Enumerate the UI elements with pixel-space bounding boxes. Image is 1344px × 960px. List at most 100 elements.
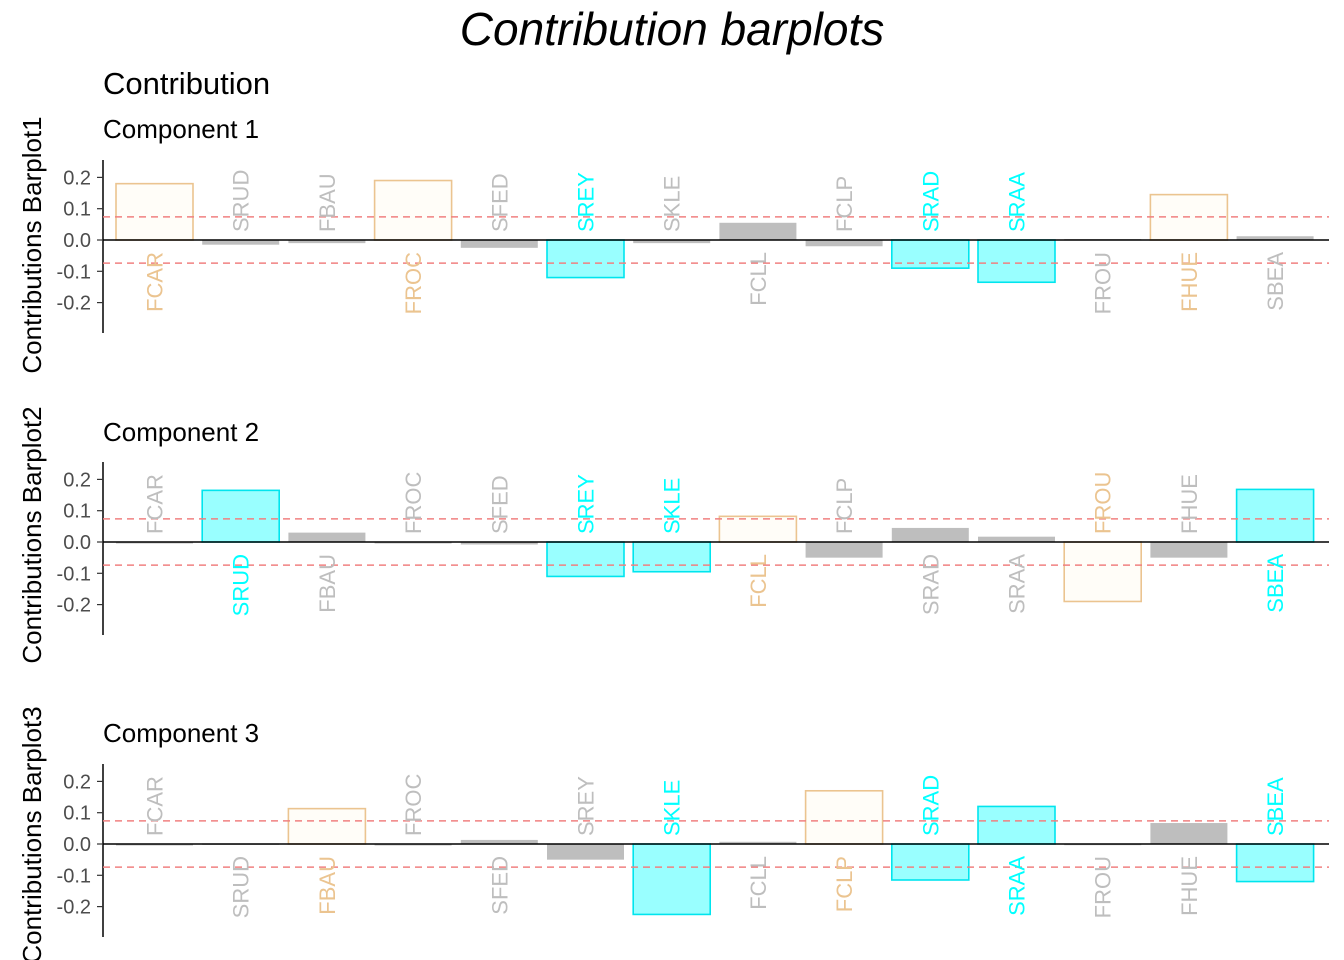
y-tick-label: -0.1	[57, 261, 91, 283]
bar-srey	[546, 541, 625, 578]
bar-skle	[632, 843, 712, 916]
category-label: FCLP	[832, 176, 857, 232]
y-tick-label: -0.2	[57, 897, 91, 919]
category-label: SRUD	[229, 554, 254, 616]
category-label: FHUE	[1177, 252, 1202, 312]
category-label: FCAR	[143, 474, 168, 534]
category-label: FCAR	[143, 776, 168, 836]
bar-fhue	[1150, 823, 1228, 844]
bar-fbau	[288, 240, 366, 244]
bar-fcar	[115, 182, 194, 241]
category-label: SKLE	[660, 780, 685, 836]
y-tick-label: 0.2	[63, 167, 91, 189]
category-label: FHUE	[1177, 856, 1202, 916]
bar-sfed	[460, 542, 538, 545]
bar-sfed	[460, 240, 538, 248]
bar-fbau	[287, 807, 367, 845]
chart-title: Contribution barplots	[459, 3, 885, 55]
category-label: SRAA	[1005, 554, 1030, 614]
y-tick-label: 0.1	[63, 199, 91, 221]
category-label: SFED	[487, 173, 512, 232]
category-label: FCLP	[832, 478, 857, 534]
category-label: FCLP	[832, 856, 857, 912]
category-label: SREY	[574, 474, 599, 534]
panel-component-2: Component 2 Contributions Barplot2 0.2 0.1 0…	[17, 406, 1329, 664]
bar-srad	[891, 527, 969, 542]
y-tick-label: 0.2	[63, 469, 91, 491]
category-label: SRAD	[918, 775, 943, 836]
category-label: SRAA	[1005, 172, 1030, 232]
category-label: FCLL	[746, 554, 771, 608]
chart-subtitle: Contribution	[103, 66, 271, 101]
bar-fcll	[718, 515, 798, 543]
category-label: FROC	[401, 774, 426, 836]
bar-sraa	[977, 805, 1056, 845]
y-tick-label: 0.1	[63, 803, 91, 825]
y-tick-label: -0.2	[57, 293, 91, 315]
bar-fcll	[719, 841, 797, 844]
category-label: FROC	[401, 252, 426, 314]
bar-fclp	[805, 542, 883, 558]
category-label: FCLL	[746, 252, 771, 306]
bar-froc	[373, 179, 453, 241]
y-axis-label: Contributions Barplot3	[17, 706, 47, 960]
category-label: FCLL	[746, 856, 771, 910]
panel-title: Component 2	[103, 417, 259, 447]
y-tick-label: 0.0	[63, 532, 91, 554]
category-label: SRUD	[229, 170, 254, 232]
panel-component-1: Component 1 Contributions Barplot1 0.2 0.1 0…	[17, 114, 1329, 374]
category-label: SRAA	[1005, 856, 1030, 916]
bar-fcll	[719, 222, 797, 240]
bar-srud	[202, 240, 280, 245]
bar-fclp	[804, 789, 884, 845]
category-label: SRUD	[229, 856, 254, 918]
bar-sbea	[1235, 843, 1315, 883]
category-label: FCAR	[143, 252, 168, 312]
bar-skle	[632, 541, 712, 573]
panel-component-3: Component 3 Contributions Barplot3 0.2 0.1 0…	[17, 706, 1329, 960]
category-label: FROU	[1091, 252, 1116, 314]
category-label: SKLE	[660, 478, 685, 534]
bar-srey	[546, 239, 625, 279]
bar-skle	[633, 240, 711, 244]
category-label: SRAD	[918, 554, 943, 615]
category-label: FROU	[1091, 856, 1116, 918]
category-label: SREY	[574, 776, 599, 836]
category-label: SREY	[574, 172, 599, 232]
category-label: FHUE	[1177, 474, 1202, 534]
y-tick-label: -0.1	[57, 563, 91, 585]
category-label: SBEA	[1263, 252, 1288, 311]
bar-sraa	[977, 239, 1056, 284]
panel-title: Component 1	[103, 114, 259, 144]
category-label: SBEA	[1263, 554, 1288, 613]
y-tick-label: -0.2	[57, 595, 91, 617]
y-tick-label: 0.2	[63, 771, 91, 793]
category-label: FBAU	[315, 554, 340, 613]
bar-srey	[547, 844, 624, 860]
y-tick-label: 0.0	[63, 834, 91, 856]
category-label: SBEA	[1263, 777, 1288, 836]
bar-srud	[201, 489, 280, 543]
category-label: FROU	[1091, 472, 1116, 534]
bar-sraa	[978, 536, 1055, 542]
bar-fclp	[805, 240, 883, 247]
category-label: FROC	[401, 472, 426, 534]
bar-fhue	[1150, 542, 1228, 558]
bar-fbau	[288, 532, 366, 542]
bar-sbea	[1235, 488, 1315, 543]
category-label: SRAD	[918, 171, 943, 232]
y-axis-label: Contributions Barplot1	[17, 116, 47, 373]
bar-srad	[890, 843, 970, 881]
category-label: SFED	[487, 856, 512, 915]
panel-title: Component 3	[103, 718, 259, 748]
bar-frou	[1063, 541, 1142, 603]
category-label: SKLE	[660, 176, 685, 232]
y-tick-label: 0.0	[63, 230, 91, 252]
category-label: SFED	[487, 475, 512, 534]
bar-sbea	[1236, 236, 1314, 240]
y-tick-label: 0.1	[63, 501, 91, 523]
bar-srad	[890, 239, 970, 269]
bar-sfed	[460, 839, 538, 844]
category-label: FBAU	[315, 173, 340, 232]
